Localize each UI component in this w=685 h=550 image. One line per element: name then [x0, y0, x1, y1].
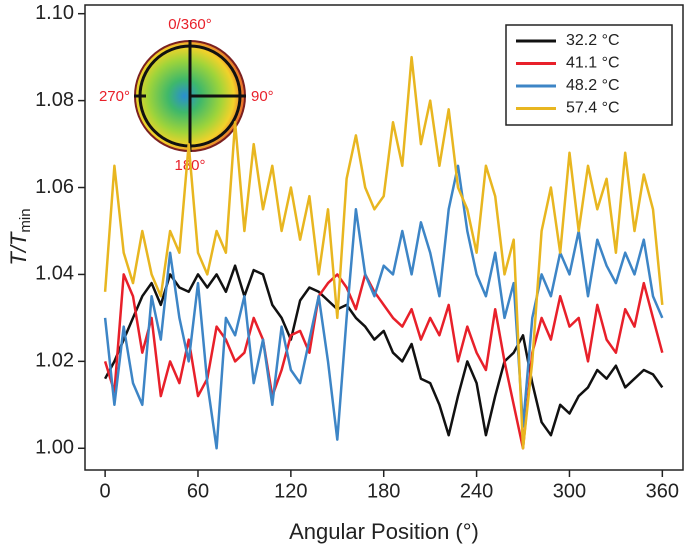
x-tick-label: 300: [553, 480, 586, 502]
y-tick-label: 1.10: [35, 2, 74, 24]
y-tick-label: 1.02: [35, 350, 74, 372]
y-axis-label: T/Tmin: [6, 208, 34, 265]
inset-label: 270°: [99, 88, 130, 105]
series-line: [103, 264, 664, 437]
y-tick-label: 1.04: [35, 263, 74, 285]
y-axis-label-sub: min: [17, 208, 34, 232]
series-line: [103, 55, 664, 450]
y-tick-label: 1.06: [35, 176, 74, 198]
y-tick-label: 1.00: [35, 437, 74, 459]
y-axis-label-main: T/T: [6, 231, 31, 266]
legend-label: 32.2 °C: [566, 32, 620, 49]
x-tick-label: 240: [460, 480, 493, 502]
legend-label: 48.2 °C: [566, 77, 620, 94]
inset-label: 90°: [251, 88, 274, 105]
inset-label: 0/360°: [168, 16, 212, 33]
x-axis-label: Angular Position (°): [289, 519, 479, 544]
x-tick-label: 60: [187, 480, 209, 502]
x-tick-label: 180: [367, 480, 400, 502]
series-line: [103, 273, 664, 450]
series-line: [103, 164, 664, 450]
x-tick-label: 360: [646, 480, 679, 502]
x-tick-label: 0: [100, 480, 111, 502]
inset: [134, 40, 246, 152]
legend-label: 41.1 °C: [566, 55, 620, 72]
legend-label: 57.4 °C: [566, 100, 620, 117]
y-tick-label: 1.08: [35, 89, 74, 111]
x-tick-label: 120: [274, 480, 307, 502]
